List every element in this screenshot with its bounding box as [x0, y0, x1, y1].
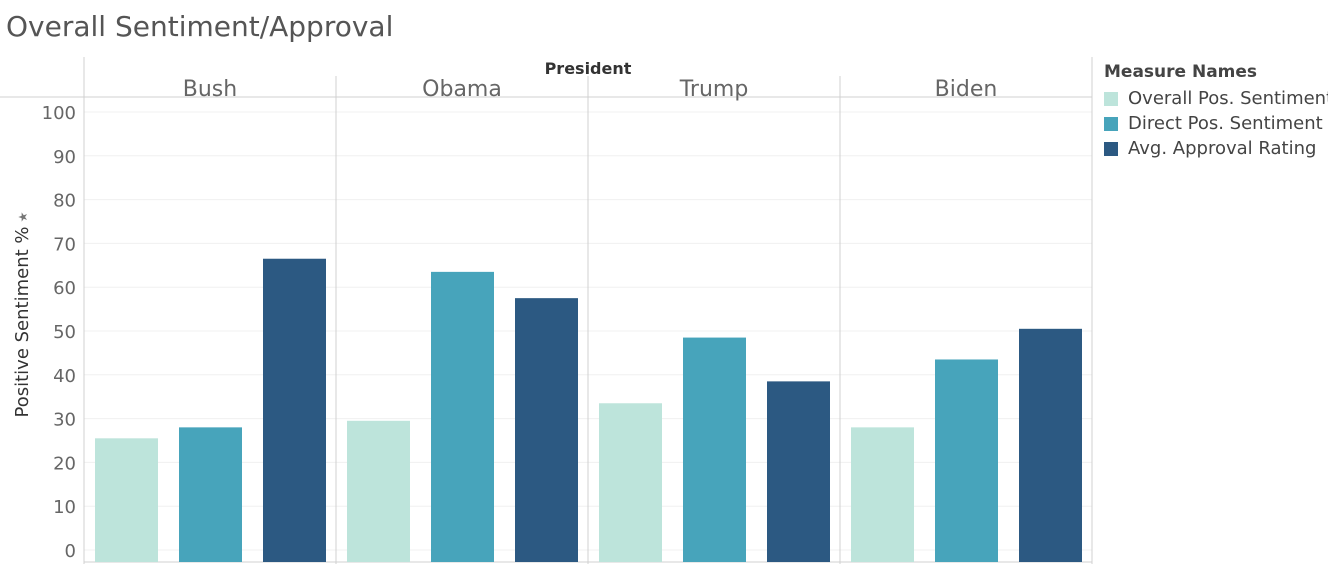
column-header: President [545, 59, 632, 78]
bar [599, 403, 662, 562]
legend-label: Direct Pos. Sentiment [1128, 113, 1323, 134]
y-tick-label: 40 [53, 366, 76, 387]
y-axis-label: Positive Sentiment % [12, 227, 33, 418]
y-tick-label: 30 [53, 410, 76, 431]
legend: Measure Names Overall Pos. Sentiment Dir… [1104, 62, 1328, 161]
chart-title: Overall Sentiment/Approval [6, 10, 394, 43]
bar [935, 359, 998, 562]
bar [851, 427, 914, 562]
legend-swatch [1104, 91, 1118, 106]
legend-item-overall[interactable]: Overall Pos. Sentiment [1104, 86, 1328, 111]
y-tick-label: 60 [53, 278, 76, 299]
category-label: Obama [422, 77, 502, 102]
legend-label: Avg. Approval Rating [1128, 138, 1317, 159]
bar [515, 298, 578, 562]
legend-item-direct[interactable]: Direct Pos. Sentiment [1104, 111, 1328, 136]
y-tick-label: 0 [65, 541, 76, 562]
y-tick-label: 80 [53, 191, 76, 212]
bar [431, 271, 494, 562]
category-label: Bush [183, 77, 237, 102]
legend-item-approval[interactable]: Avg. Approval Rating [1104, 136, 1328, 161]
legend-swatch [1104, 141, 1118, 156]
legend-label: Overall Pos. Sentiment [1128, 88, 1328, 109]
category-label: Trump [679, 77, 749, 102]
bar [179, 427, 242, 562]
y-tick-label: 70 [53, 234, 76, 255]
bar [767, 381, 830, 562]
y-tick-label: 100 [42, 103, 76, 124]
category-label: Biden [935, 77, 998, 102]
pin-icon: ★ [16, 212, 30, 223]
bar [263, 258, 326, 562]
y-tick-label: 10 [53, 497, 76, 518]
y-tick-label: 90 [53, 147, 76, 168]
legend-swatch [1104, 116, 1118, 131]
bar [347, 420, 410, 562]
bar [1019, 328, 1082, 562]
y-tick-label: 20 [53, 453, 76, 474]
legend-title: Measure Names [1104, 62, 1258, 82]
bar [683, 337, 746, 562]
y-tick-label: 50 [53, 322, 76, 343]
bar [95, 438, 158, 562]
